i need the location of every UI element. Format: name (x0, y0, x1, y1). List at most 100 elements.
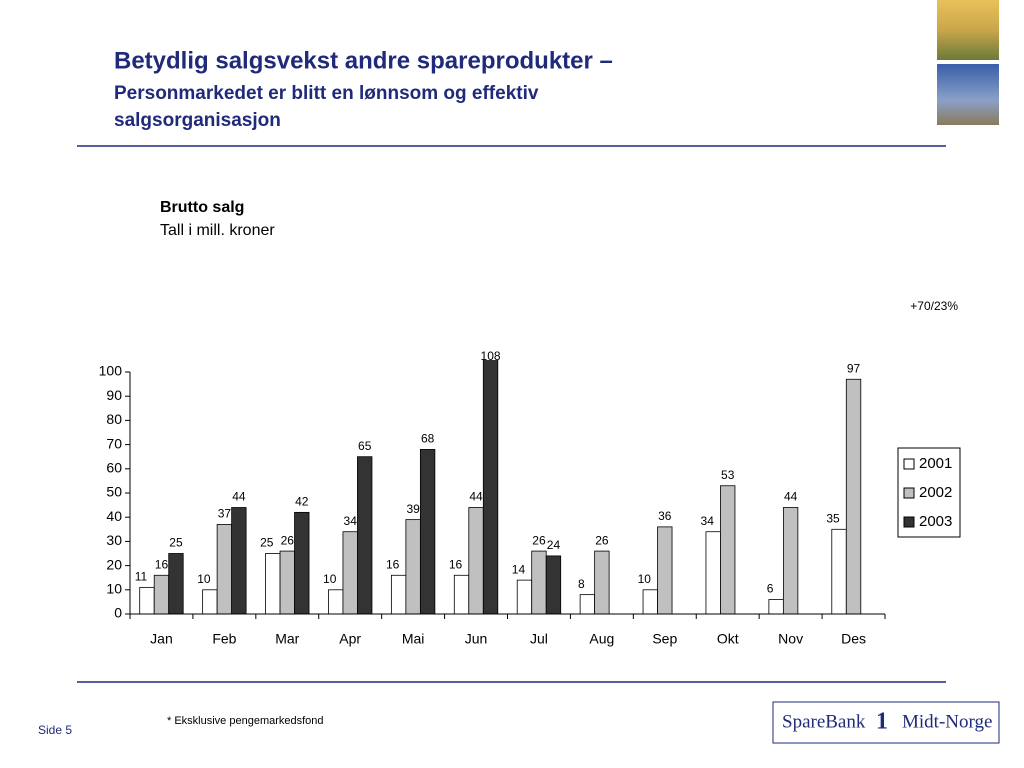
y-tick-label: 90 (106, 387, 122, 403)
data-label: 42 (295, 495, 309, 509)
y-tick-label: 0 (114, 605, 122, 621)
x-tick-label: Mai (402, 631, 425, 647)
bar (265, 553, 281, 615)
data-label: 68 (421, 432, 435, 446)
legend-swatch (903, 458, 915, 470)
y-tick-label: 60 (106, 460, 122, 476)
logo-text: Midt-Norge (902, 711, 992, 732)
bar (705, 531, 721, 615)
data-label: 26 (532, 533, 546, 547)
page-number: Side 5 (38, 723, 72, 737)
bar (657, 526, 673, 615)
logo-text: 1 (876, 709, 888, 735)
data-label: 25 (169, 536, 183, 550)
bar (782, 507, 799, 615)
x-tick-label: Mar (275, 631, 299, 647)
data-label: 26 (281, 533, 295, 547)
data-label: 14 (512, 562, 526, 576)
bar (390, 574, 407, 615)
bar (720, 485, 736, 615)
bar (405, 519, 421, 615)
legend-label: 2003 (919, 513, 952, 530)
x-tick-label: Des (841, 631, 866, 647)
annotation: +70/23% (910, 299, 958, 313)
data-label: 8 (578, 577, 585, 591)
data-label: 34 (701, 514, 715, 528)
chart-title: Brutto salg (160, 199, 244, 216)
bar (531, 550, 547, 615)
bar (202, 589, 218, 615)
legend-swatch (903, 487, 915, 499)
bar (279, 550, 295, 615)
x-tick-label: Jul (530, 631, 548, 647)
chart-subtitle: Tall i mill. kroner (160, 222, 275, 239)
data-label: 10 (638, 572, 652, 586)
data-label: 16 (155, 557, 169, 571)
legend-label: 2002 (919, 484, 952, 501)
slide-subtitle: salgsorganisasjon (114, 110, 281, 131)
y-tick-label: 100 (99, 363, 123, 379)
data-label: 16 (386, 557, 400, 571)
logo-text: SpareBank (782, 711, 866, 732)
bar (357, 456, 373, 615)
bar (545, 555, 562, 615)
x-tick-label: Okt (717, 631, 739, 647)
bar (216, 524, 233, 615)
bar (579, 594, 596, 615)
photo (937, 64, 999, 125)
y-tick-label: 20 (106, 556, 122, 572)
bar (153, 574, 170, 615)
data-label: 10 (197, 572, 211, 586)
y-tick-label: 50 (106, 484, 122, 500)
data-label: 39 (406, 502, 420, 516)
data-label: 6 (767, 582, 774, 596)
data-label: 34 (344, 514, 358, 528)
bar (453, 574, 470, 615)
bar (768, 599, 784, 615)
bar (139, 586, 155, 615)
data-label: 53 (721, 468, 735, 482)
slide-subtitle: Personmarkedet er blitt en lønnsom og ef… (114, 83, 539, 104)
bar (831, 528, 847, 615)
data-label: 36 (658, 509, 672, 523)
legend-swatch (903, 516, 915, 528)
bar (482, 360, 499, 615)
slide-title: Betydlig salgsvekst andre spareprodukter… (114, 47, 613, 74)
data-label: 26 (595, 533, 609, 547)
x-tick-label: Nov (778, 631, 803, 647)
x-tick-label: Feb (212, 631, 236, 647)
logo (772, 701, 1000, 744)
data-label: 16 (449, 557, 463, 571)
bar (231, 507, 247, 615)
data-label: 11 (135, 570, 148, 584)
plot (139, 360, 862, 615)
photo (937, 0, 999, 60)
bar (328, 589, 344, 615)
bar (468, 507, 484, 615)
data-label: 35 (826, 511, 840, 525)
data-label: 97 (847, 361, 861, 375)
y-tick-label: 10 (106, 581, 122, 597)
data-label: 44 (469, 490, 483, 504)
x-tick-label: Sep (652, 631, 677, 647)
data-label: 65 (358, 439, 372, 453)
bar (342, 531, 358, 615)
x-tick-label: Apr (339, 631, 361, 647)
bar (168, 553, 184, 615)
bar (516, 579, 533, 615)
data-label: 44 (784, 490, 798, 504)
y-tick-label: 40 (106, 508, 122, 524)
y-tick-label: 70 (106, 435, 122, 451)
bar (294, 511, 310, 615)
bar (419, 449, 436, 615)
data-label: 10 (323, 572, 337, 586)
y-tick-label: 30 (106, 532, 122, 548)
data-label: 44 (232, 490, 246, 504)
x-tick-label: Jun (465, 631, 488, 647)
footnote: * Eksklusive pengemarkedsfond (167, 715, 324, 727)
legend-label: 2001 (919, 455, 952, 472)
data-label: 108 (481, 349, 501, 363)
data-label: 37 (218, 507, 232, 521)
